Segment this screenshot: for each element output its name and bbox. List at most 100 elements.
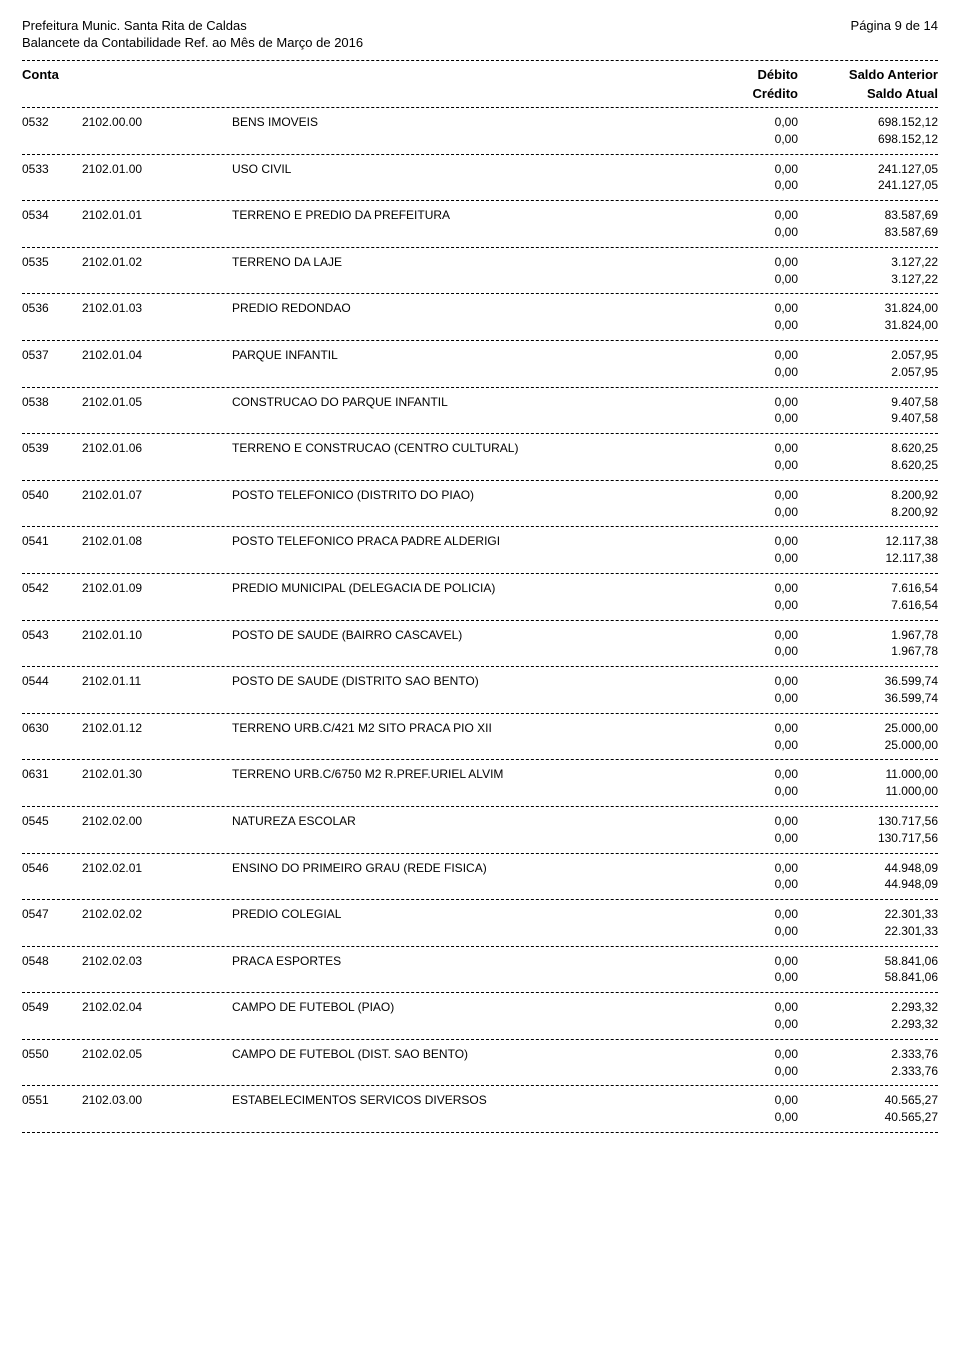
table-row-line-2: 0,0036.599,74 — [22, 690, 938, 707]
table-row-line-1: 05492102.02.04CAMPO DE FUTEBOL (PIAO)0,0… — [22, 999, 938, 1016]
cell-seq: 0544 — [22, 673, 82, 690]
cell-debito: 0,00 — [678, 347, 798, 364]
cell-saldo-atual: 2.333,76 — [798, 1063, 938, 1080]
table-row: 05352102.01.02TERRENO DA LAJE0,003.127,2… — [22, 252, 938, 290]
cell-saldo-atual: 25.000,00 — [798, 737, 938, 754]
cell-debito: 0,00 — [678, 766, 798, 783]
table-row: 05412102.01.08POSTO TELEFONICO PRACA PAD… — [22, 531, 938, 569]
cell-credito: 0,00 — [678, 643, 798, 660]
cell-desc: BENS IMOVEIS — [232, 114, 678, 131]
table-row: 05432102.01.10POSTO DE SAUDE (BAIRRO CAS… — [22, 625, 938, 663]
cell-saldo-anterior: 31.824,00 — [798, 300, 938, 317]
cell-saldo-atual: 698.152,12 — [798, 131, 938, 148]
table-row-line-2: 0,002.333,76 — [22, 1063, 938, 1080]
cell-seq: 0541 — [22, 533, 82, 550]
cell-seq: 0539 — [22, 440, 82, 457]
table-row-line-2: 0,0031.824,00 — [22, 317, 938, 334]
table-row: 05422102.01.09PREDIO MUNICIPAL (DELEGACI… — [22, 578, 938, 616]
cell-desc: POSTO TELEFONICO (DISTRITO DO PIAO) — [232, 487, 678, 504]
table-body: 05322102.00.00BENS IMOVEIS0,00698.152,12… — [22, 112, 938, 1133]
cell-debito: 0,00 — [678, 487, 798, 504]
cell-desc: PREDIO REDONDAO — [232, 300, 678, 317]
cell-code: 2102.01.10 — [82, 627, 232, 644]
cell-saldo-atual: 36.599,74 — [798, 690, 938, 707]
cell-desc: ESTABELECIMENTOS SERVICOS DIVERSOS — [232, 1092, 678, 1109]
cell-code: 2102.01.08 — [82, 533, 232, 550]
cell-debito: 0,00 — [678, 627, 798, 644]
table-row-line-1: 06312102.01.30TERRENO URB.C/6750 M2 R.PR… — [22, 766, 938, 783]
org-name: Prefeitura Munic. Santa Rita de Caldas — [22, 18, 247, 33]
cell-credito: 0,00 — [678, 1063, 798, 1080]
divider — [22, 247, 938, 248]
cell-seq: 0542 — [22, 580, 82, 597]
cell-desc: USO CIVIL — [232, 161, 678, 178]
cell-saldo-atual: 22.301,33 — [798, 923, 938, 940]
table-row: 05472102.02.02PREDIO COLEGIAL0,0022.301,… — [22, 904, 938, 942]
cell-seq: 0532 — [22, 114, 82, 131]
cell-desc: POSTO DE SAUDE (BAIRRO CASCAVEL) — [232, 627, 678, 644]
cell-debito: 0,00 — [678, 394, 798, 411]
cell-saldo-atual: 9.407,58 — [798, 410, 938, 427]
table-row-line-1: 05482102.02.03PRACA ESPORTES0,0058.841,0… — [22, 953, 938, 970]
divider — [22, 853, 938, 854]
table-row-line-1: 05362102.01.03PREDIO REDONDAO0,0031.824,… — [22, 300, 938, 317]
cell-code: 2102.01.11 — [82, 673, 232, 690]
table-row-line-2: 0,0058.841,06 — [22, 969, 938, 986]
table-row-line-2: 0,0083.587,69 — [22, 224, 938, 241]
cell-debito: 0,00 — [678, 953, 798, 970]
cell-saldo-anterior: 8.620,25 — [798, 440, 938, 457]
cell-saldo-atual: 7.616,54 — [798, 597, 938, 614]
cell-debito: 0,00 — [678, 1046, 798, 1063]
cell-credito: 0,00 — [678, 1016, 798, 1033]
cell-credito: 0,00 — [678, 177, 798, 194]
divider — [22, 293, 938, 294]
cell-seq: 0545 — [22, 813, 82, 830]
divider — [22, 107, 938, 108]
cell-debito: 0,00 — [678, 533, 798, 550]
cell-code: 2102.01.01 — [82, 207, 232, 224]
table-row-line-1: 05462102.02.01ENSINO DO PRIMEIRO GRAU (R… — [22, 860, 938, 877]
cell-saldo-anterior: 44.948,09 — [798, 860, 938, 877]
cell-desc: TERRENO URB.C/6750 M2 R.PREF.URIEL ALVIM — [232, 766, 678, 783]
cell-credito: 0,00 — [678, 317, 798, 334]
cell-saldo-anterior: 241.127,05 — [798, 161, 938, 178]
cell-code: 2102.01.12 — [82, 720, 232, 737]
table-row: 05402102.01.07POSTO TELEFONICO (DISTRITO… — [22, 485, 938, 523]
cell-seq: 0538 — [22, 394, 82, 411]
col-header-credito: Crédito — [678, 86, 798, 101]
table-row: 05512102.03.00ESTABELECIMENTOS SERVICOS … — [22, 1090, 938, 1128]
cell-debito: 0,00 — [678, 860, 798, 877]
table-row-line-2: 0,008.200,92 — [22, 504, 938, 521]
table-row: 05442102.01.11POSTO DE SAUDE (DISTRITO S… — [22, 671, 938, 709]
cell-seq: 0631 — [22, 766, 82, 783]
table-row: 05392102.01.06TERRENO E CONSTRUCAO (CENT… — [22, 438, 938, 476]
table-row-line-2: 0,0011.000,00 — [22, 783, 938, 800]
col-header-spacer-2 — [82, 86, 678, 101]
divider — [22, 1085, 938, 1086]
divider — [22, 60, 938, 61]
cell-saldo-anterior: 12.117,38 — [798, 533, 938, 550]
table-row-line-1: 05392102.01.06TERRENO E CONSTRUCAO (CENT… — [22, 440, 938, 457]
divider — [22, 154, 938, 155]
table-row-line-1: 05472102.02.02PREDIO COLEGIAL0,0022.301,… — [22, 906, 938, 923]
divider — [22, 526, 938, 527]
divider — [22, 759, 938, 760]
cell-credito: 0,00 — [678, 783, 798, 800]
table-row-line-2: 0,0025.000,00 — [22, 737, 938, 754]
table-row-line-2: 0,003.127,22 — [22, 271, 938, 288]
cell-code: 2102.02.01 — [82, 860, 232, 877]
cell-code: 2102.01.09 — [82, 580, 232, 597]
cell-debito: 0,00 — [678, 720, 798, 737]
cell-code: 2102.01.05 — [82, 394, 232, 411]
table-row-line-2: 0,002.293,32 — [22, 1016, 938, 1033]
col-header-conta-blank — [22, 86, 82, 101]
cell-debito: 0,00 — [678, 1092, 798, 1109]
cell-desc: TERRENO E PREDIO DA PREFEITURA — [232, 207, 678, 224]
cell-debito: 0,00 — [678, 207, 798, 224]
cell-saldo-anterior: 3.127,22 — [798, 254, 938, 271]
cell-credito: 0,00 — [678, 504, 798, 521]
table-row: 05332102.01.00USO CIVIL0,00241.127,050,0… — [22, 159, 938, 197]
table-row-line-1: 05442102.01.11POSTO DE SAUDE (DISTRITO S… — [22, 673, 938, 690]
cell-saldo-atual: 12.117,38 — [798, 550, 938, 567]
cell-saldo-anterior: 7.616,54 — [798, 580, 938, 597]
